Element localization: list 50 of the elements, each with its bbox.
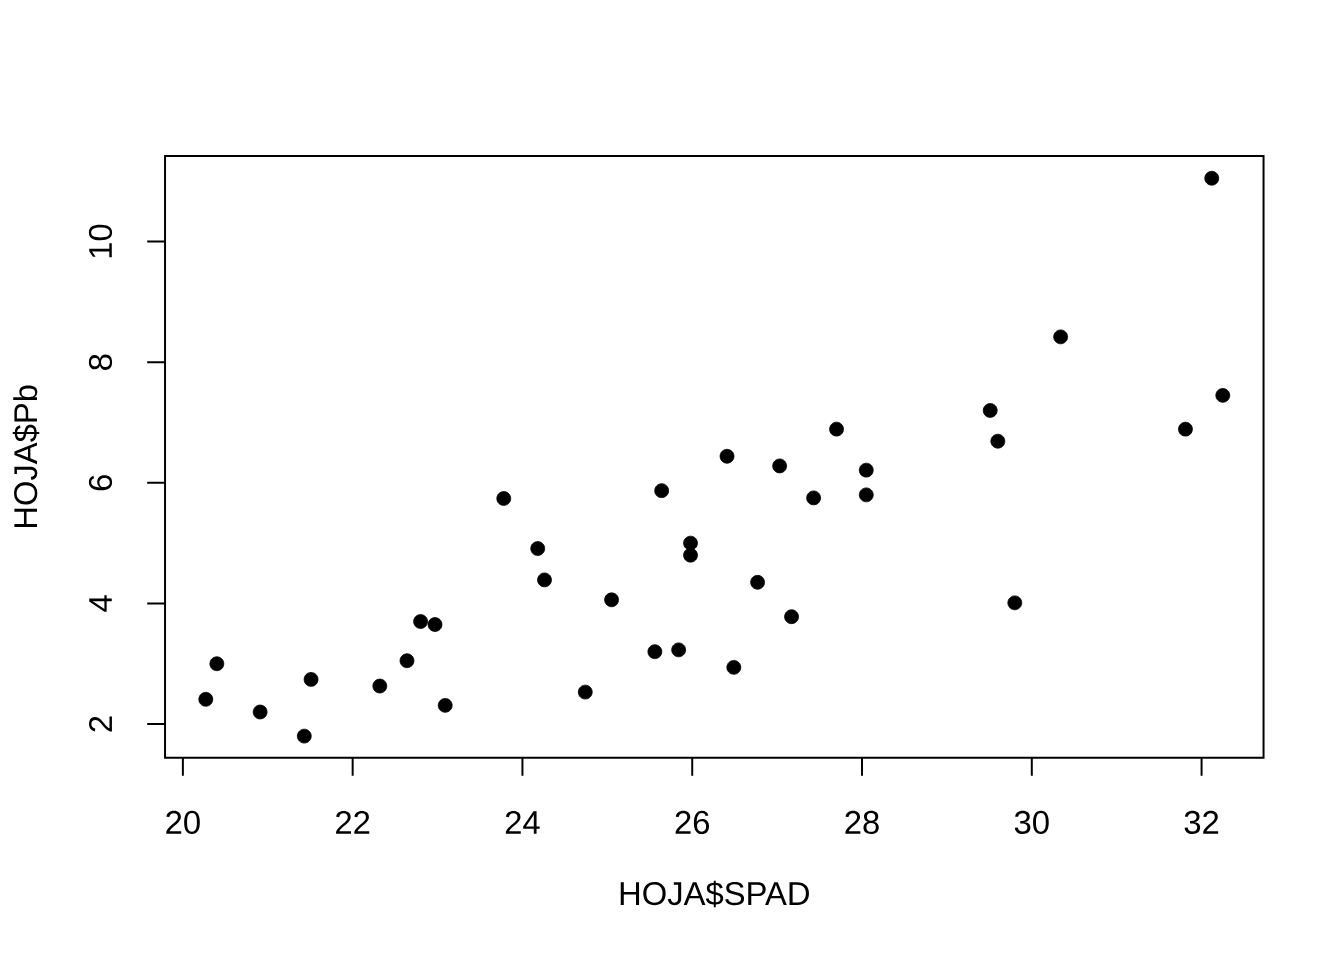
x-tick-label: 24 <box>505 810 540 834</box>
y-tick-label: 10 <box>88 224 113 258</box>
point <box>784 609 799 624</box>
point <box>198 691 214 707</box>
point <box>252 704 268 720</box>
point <box>772 458 788 474</box>
y-tick-label: 8 <box>88 354 113 370</box>
point <box>372 678 388 694</box>
point <box>399 653 415 668</box>
point <box>1215 387 1231 403</box>
point <box>1053 329 1068 344</box>
point <box>303 671 319 687</box>
point <box>654 483 670 498</box>
x-tick-label: 26 <box>675 810 710 834</box>
point <box>437 697 453 713</box>
point <box>858 487 874 502</box>
point <box>1204 170 1220 186</box>
point <box>496 490 512 506</box>
point <box>806 490 821 506</box>
y-tick-label: 2 <box>89 716 112 732</box>
point <box>719 448 735 464</box>
point <box>296 728 312 744</box>
point <box>647 644 663 659</box>
point <box>1178 421 1193 437</box>
point <box>413 613 428 629</box>
x-tick-label: 22 <box>336 810 370 834</box>
point <box>829 421 844 437</box>
point <box>726 659 742 675</box>
y-tick-label: 4 <box>89 595 112 612</box>
y-tick-label: 6 <box>88 474 113 491</box>
point <box>671 642 686 657</box>
x-tick-label: 32 <box>1184 810 1219 834</box>
point <box>982 402 998 418</box>
point <box>858 462 874 478</box>
point <box>604 592 619 607</box>
point <box>683 535 698 551</box>
point <box>577 684 593 700</box>
point <box>1007 595 1023 610</box>
x-axis-title: HOJA$SPAD <box>620 880 809 907</box>
point <box>427 616 443 632</box>
y-axis-title: HOJA$Pb <box>12 385 40 527</box>
point <box>750 574 765 590</box>
point <box>990 433 1006 449</box>
point <box>683 547 698 563</box>
x-tick-label: 28 <box>845 810 879 834</box>
point <box>530 540 546 556</box>
point <box>209 656 225 671</box>
x-tick-label: 30 <box>1014 810 1049 834</box>
x-tick-label: 20 <box>166 810 200 834</box>
point <box>537 572 552 588</box>
